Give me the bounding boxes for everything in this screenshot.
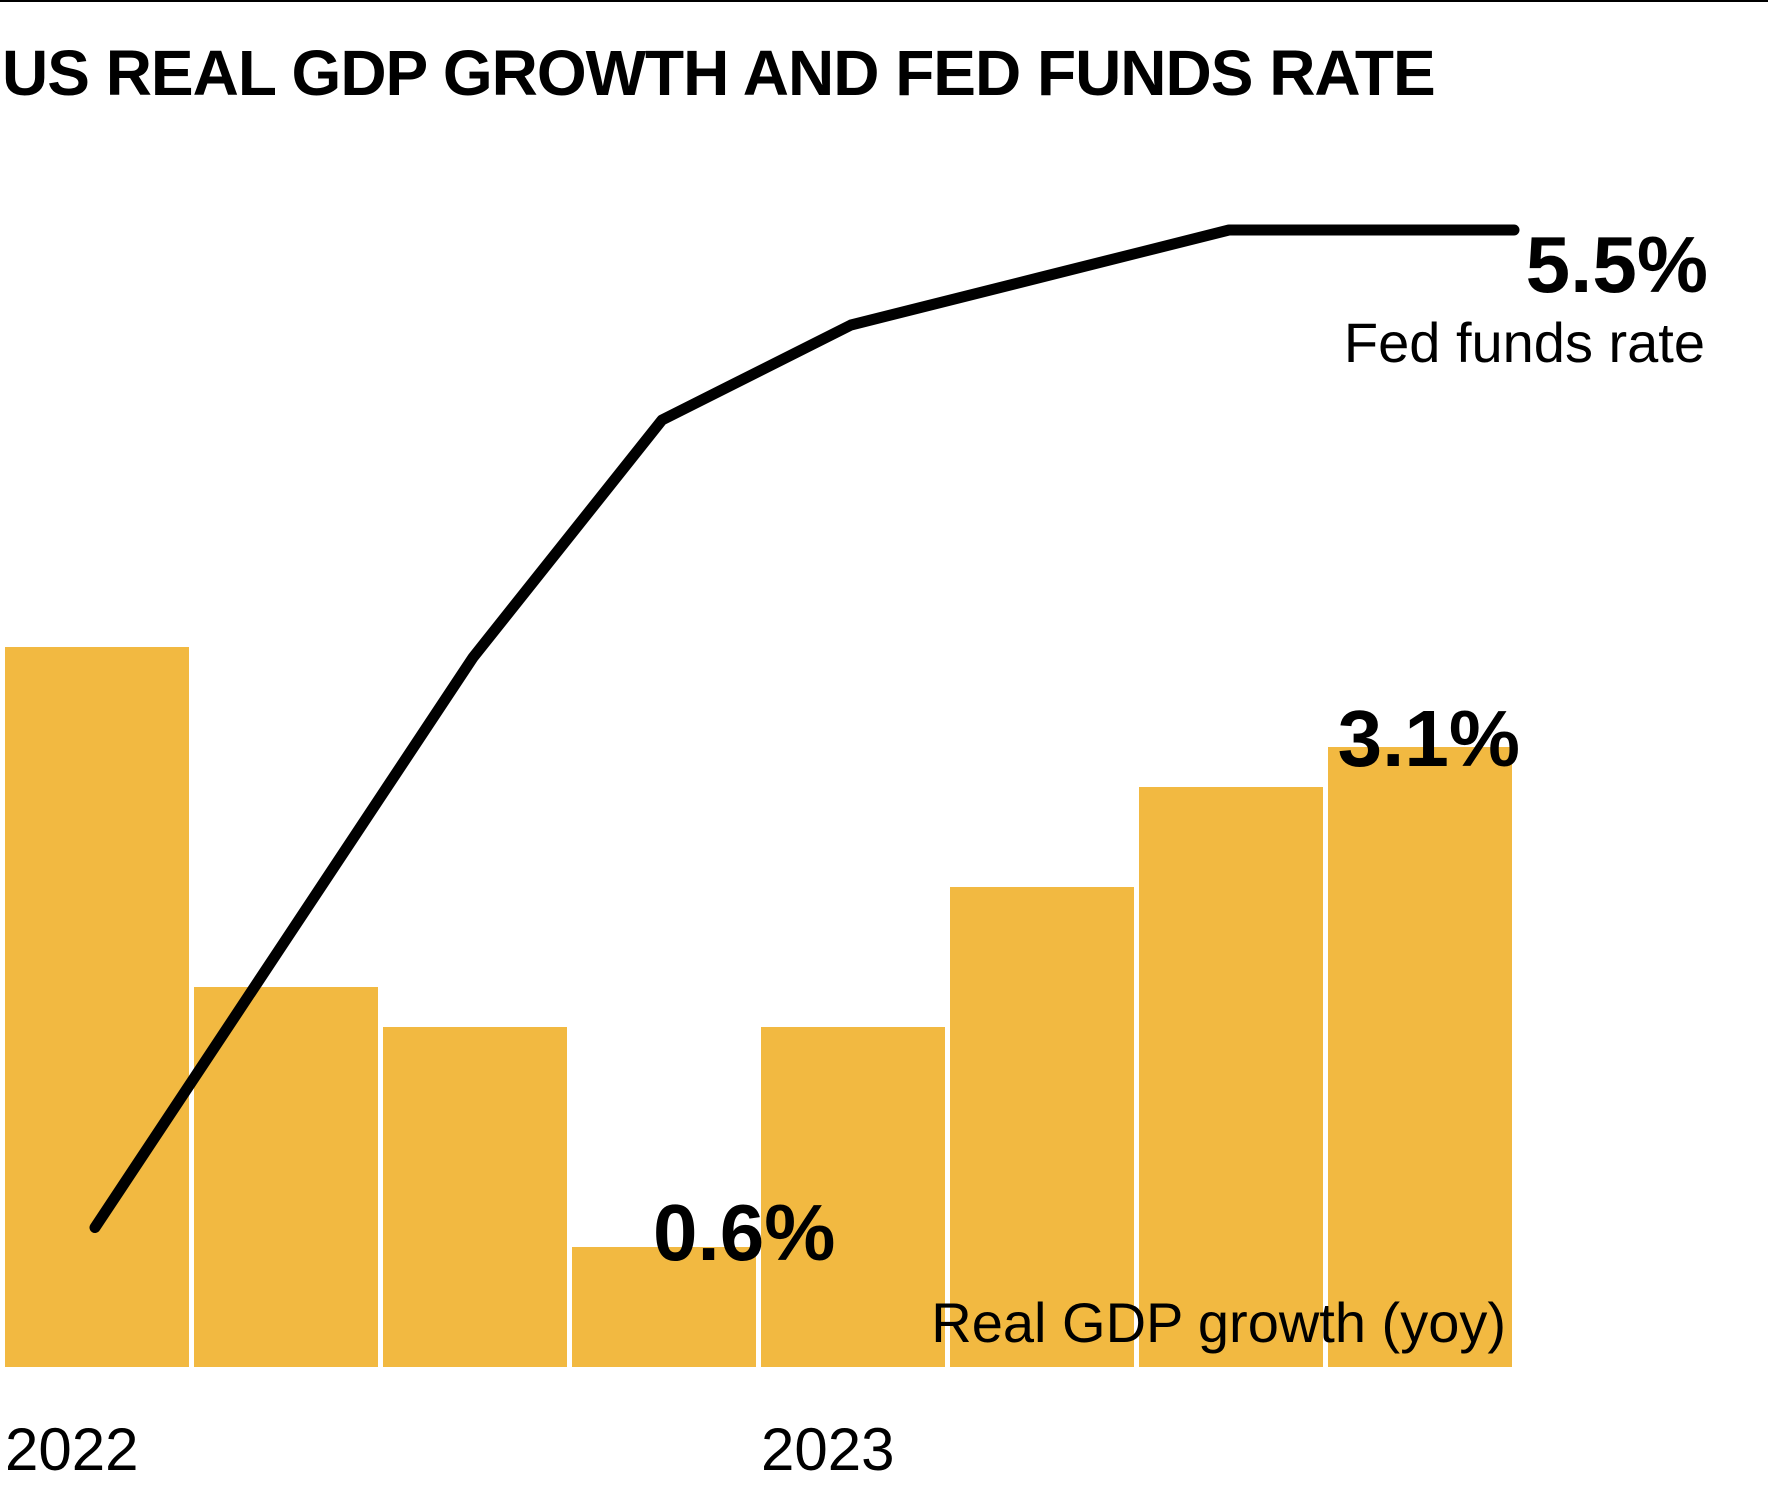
gdp-bar: [572, 1247, 756, 1367]
chart-title: US REAL GDP GROWTH AND FED FUNDS RATE: [2, 37, 1436, 109]
top-rule: [0, 0, 1768, 2]
gdp-bar: [950, 887, 1134, 1367]
gdp-bar: [5, 647, 189, 1367]
gdp-bar: [761, 1027, 945, 1367]
gdp-last-label: 3.1%: [1338, 694, 1520, 783]
x-tick-label: 2022: [5, 1416, 138, 1483]
gdp-bar: [1328, 747, 1512, 1367]
gdp-min-label: 0.6%: [653, 1188, 835, 1277]
fed-rate-last-label: 5.5%: [1526, 220, 1708, 309]
gdp-series-label: Real GDP growth (yoy): [931, 1291, 1506, 1354]
x-tick-label: 2023: [761, 1416, 894, 1483]
fed-funds-line: [89, 224, 1520, 1233]
gdp-bar: [383, 1027, 567, 1367]
gdp-bar: [1139, 787, 1323, 1367]
gdp-bar: [194, 987, 378, 1367]
fed-funds-series-label: Fed funds rate: [1344, 311, 1705, 374]
